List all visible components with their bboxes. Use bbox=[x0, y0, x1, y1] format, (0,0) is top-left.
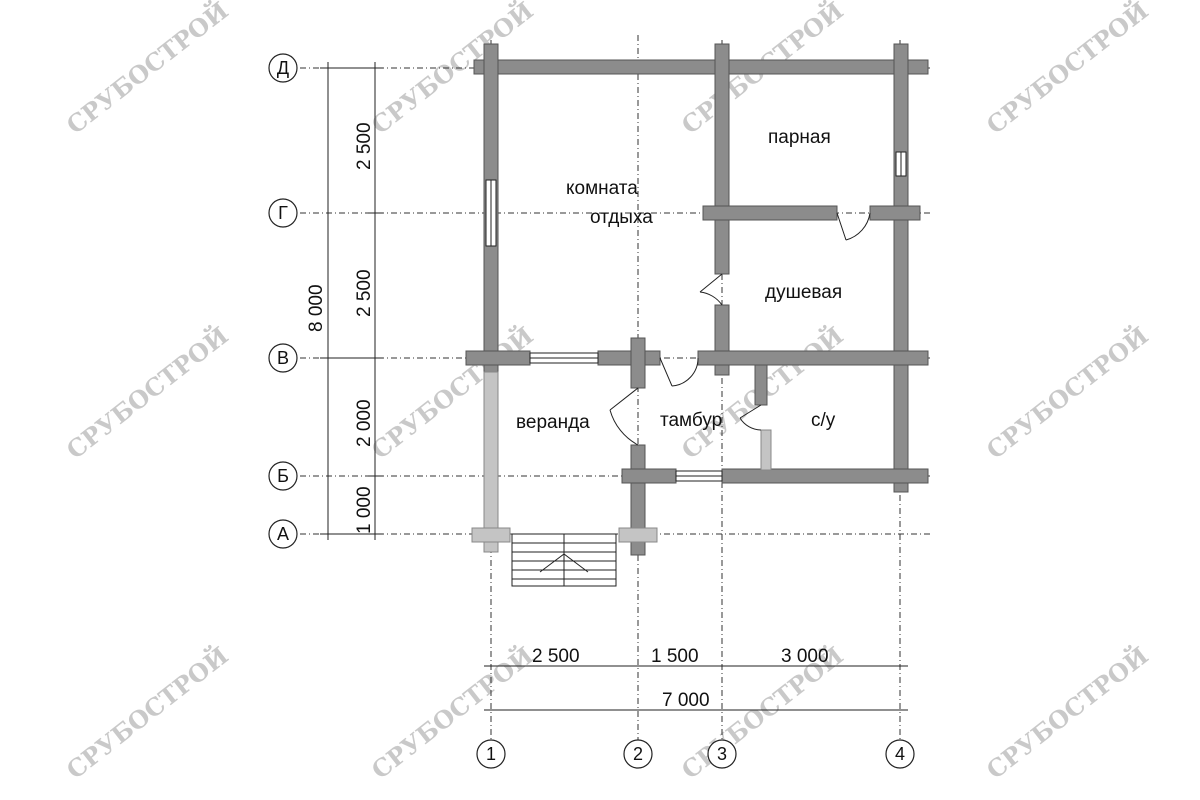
dim-vertical-seg-4: 1 000 bbox=[354, 486, 375, 534]
doors bbox=[609, 212, 871, 446]
door-steam-room bbox=[836, 212, 871, 241]
windows bbox=[485, 151, 907, 482]
axis-marker-row bbox=[268, 198, 298, 228]
room-label-rest-line2: отдыха bbox=[590, 207, 653, 228]
wall-wc-upper bbox=[754, 364, 768, 406]
wall-g-right bbox=[869, 205, 921, 221]
room-label-steam: парная bbox=[768, 127, 831, 148]
watermark: СРУБОСТРОЙ bbox=[980, 639, 1154, 784]
axis-label-row: Г bbox=[278, 203, 288, 223]
axis-marker-column bbox=[476, 739, 506, 769]
wall-v-left bbox=[465, 350, 531, 366]
dim-horizontal-seg-3: 3 000 bbox=[781, 646, 829, 667]
dim-vertical-seg-1: 2 500 bbox=[354, 122, 375, 170]
watermark: СРУБОСТРОЙ bbox=[60, 319, 234, 464]
wall-axis3-upper bbox=[714, 43, 730, 275]
wall-v-mid bbox=[597, 350, 661, 366]
vertical-dimensions: 8 000 2 500 2 500 2 000 1 000 bbox=[306, 62, 383, 540]
dim-vertical-total: 8 000 bbox=[306, 284, 327, 332]
dim-horizontal-seg-2: 1 500 bbox=[651, 646, 699, 667]
wall-axis2-top bbox=[630, 337, 646, 389]
watermark: СРУБОСТРОЙ bbox=[980, 0, 1154, 140]
room-label-rest-line1: комната bbox=[566, 178, 638, 199]
wall-top bbox=[473, 59, 929, 75]
axis-marker-row bbox=[268, 519, 298, 549]
axis-label-column: 3 bbox=[717, 744, 727, 764]
axis-label-row: Б bbox=[277, 466, 289, 486]
wall-left-veranda bbox=[483, 371, 499, 553]
wall-g-left bbox=[702, 205, 838, 221]
room-labels: комната отдыха парная душевая веранда та… bbox=[516, 127, 842, 433]
axis-label-row: А bbox=[277, 524, 289, 544]
door-wc bbox=[739, 404, 762, 431]
wall-right bbox=[893, 43, 909, 493]
post-a2 bbox=[618, 527, 658, 543]
axis-label-column: 1 bbox=[486, 744, 496, 764]
axis-marker-column bbox=[885, 739, 915, 769]
axis-marker-row bbox=[268, 461, 298, 491]
axis-label-column: 4 bbox=[895, 744, 905, 764]
axis-marker-column bbox=[623, 739, 653, 769]
watermarks: СРУБОСТРОЙ СРУБОСТРОЙ СРУБОСТРОЙ СРУБОСТ… bbox=[60, 0, 1154, 785]
grid-lines bbox=[300, 35, 930, 740]
axis-label-row: В bbox=[277, 348, 289, 368]
axis-marker-row bbox=[268, 53, 298, 83]
watermark: СРУБОСТРОЙ bbox=[365, 319, 539, 464]
axis-label-row: Д bbox=[277, 58, 289, 78]
porch-stairs bbox=[511, 533, 617, 587]
door-tambur bbox=[659, 357, 699, 387]
dim-vertical-seg-3: 2 000 bbox=[354, 399, 375, 447]
wall-v-right bbox=[697, 350, 929, 366]
watermark: СРУБОСТРОЙ bbox=[980, 319, 1154, 464]
room-label-shower: душевая bbox=[765, 282, 842, 303]
door-veranda bbox=[609, 387, 639, 446]
wall-wc-lower bbox=[760, 429, 772, 471]
axis-marker-row bbox=[268, 343, 298, 373]
room-label-veranda: веранда bbox=[516, 412, 590, 433]
row-axis-markers: Д Г В Б А bbox=[268, 53, 298, 549]
wall-b-left bbox=[621, 468, 677, 484]
post-a1 bbox=[471, 527, 511, 543]
watermark: СРУБОСТРОЙ bbox=[60, 639, 234, 784]
column-axis-markers: 1 2 3 4 bbox=[476, 739, 915, 769]
dim-horizontal-total: 7 000 bbox=[662, 690, 710, 711]
horizontal-dimensions: 2 500 1 500 3 000 7 000 bbox=[484, 646, 908, 711]
door-rest-room bbox=[699, 273, 723, 306]
axis-marker-column bbox=[707, 739, 737, 769]
stairs-arrow bbox=[539, 553, 589, 573]
room-label-wc: с/у bbox=[811, 410, 836, 431]
axis-label-column: 2 bbox=[633, 744, 643, 764]
watermark: СРУБОСТРОЙ bbox=[60, 0, 234, 140]
room-label-vestibule: тамбур bbox=[660, 410, 722, 431]
watermark: СРУБОСТРОЙ bbox=[365, 639, 539, 784]
dim-horizontal-seg-1: 2 500 bbox=[532, 646, 580, 667]
dim-vertical-seg-2: 2 500 bbox=[354, 269, 375, 317]
wall-b-right bbox=[721, 468, 929, 484]
